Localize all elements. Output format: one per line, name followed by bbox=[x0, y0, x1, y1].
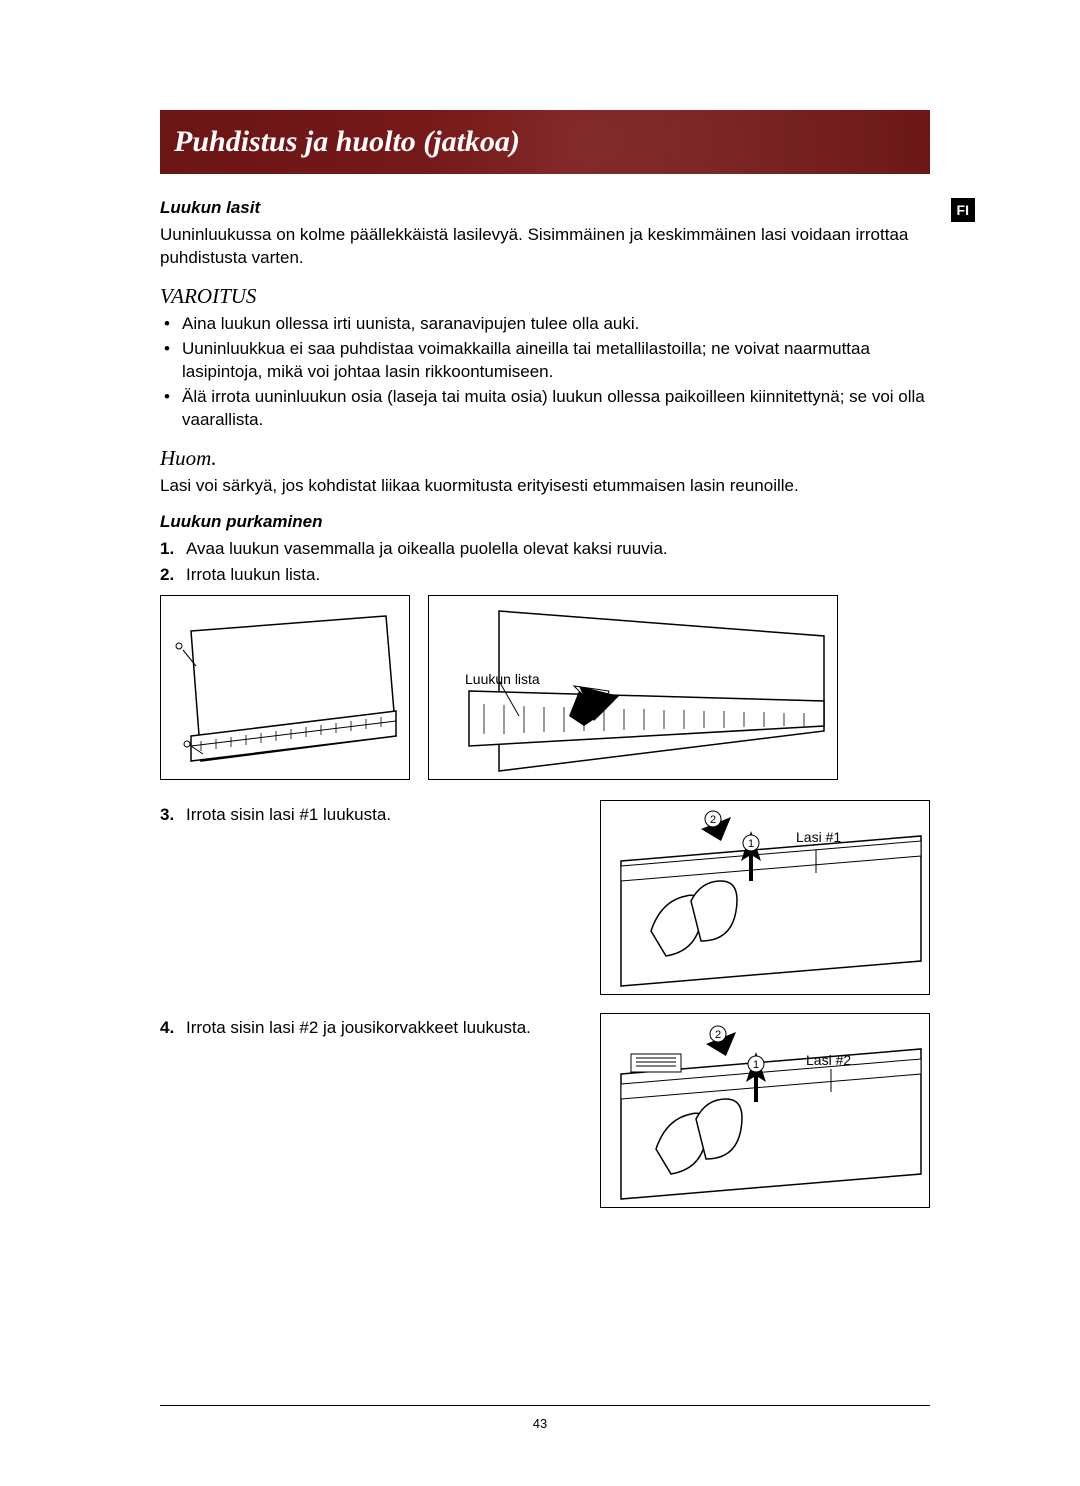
footer-rule bbox=[160, 1405, 930, 1406]
svg-text:2: 2 bbox=[710, 814, 716, 826]
heading-huom: Huom. bbox=[160, 446, 930, 471]
step-text: Irrota sisin lasi #2 ja jousikorvakkeet … bbox=[186, 1018, 531, 1037]
step-4: 4. Irrota sisin lasi #2 ja jousikorvakke… bbox=[160, 1013, 600, 1040]
step-3: 3. Irrota sisin lasi #1 luukusta. bbox=[160, 800, 600, 827]
varoitus-list: Aina luukun ollessa irti uunista, sarana… bbox=[160, 313, 930, 432]
step-text: Avaa luukun vasemmalla ja oikealla puole… bbox=[186, 539, 668, 558]
svg-text:1: 1 bbox=[748, 838, 754, 850]
label-lasi-1: Lasi #1 bbox=[796, 829, 841, 845]
step-4-row: 4. Irrota sisin lasi #2 ja jousikorvakke… bbox=[160, 1013, 930, 1208]
step-1: 1. Avaa luukun vasemmalla ja oikealla pu… bbox=[160, 538, 930, 561]
svg-text:1: 1 bbox=[753, 1059, 759, 1071]
step-number: 3. bbox=[160, 804, 174, 827]
step-number: 4. bbox=[160, 1017, 174, 1040]
varoitus-bullet: Aina luukun ollessa irti uunista, sarana… bbox=[182, 313, 930, 336]
page-title: Puhdistus ja huolto (jatkoa) bbox=[174, 125, 520, 159]
diagram-row-1: Luukun lista bbox=[160, 595, 930, 780]
diagram-2: Luukun lista bbox=[428, 595, 838, 780]
step-number: 1. bbox=[160, 538, 174, 561]
step-3-row: 3. Irrota sisin lasi #1 luukusta. 1 2 bbox=[160, 800, 930, 995]
page-number: 43 bbox=[0, 1416, 1080, 1431]
step-text: Irrota luukun lista. bbox=[186, 565, 320, 584]
diagram-3: 1 2 Lasi #1 bbox=[600, 800, 930, 995]
label-luukun-lista: Luukun lista bbox=[465, 671, 540, 687]
varoitus-bullet: Älä irrota uuninluukun osia (laseja tai … bbox=[182, 386, 930, 432]
heading-varoitus: VAROITUS bbox=[160, 284, 930, 309]
varoitus-bullet: Uuninluukkua ei saa puhdistaa voimakkail… bbox=[182, 338, 930, 384]
step-2: 2. Irrota luukun lista. bbox=[160, 564, 930, 587]
svg-text:2: 2 bbox=[715, 1029, 721, 1041]
diagram-4: 1 2 Lasi #2 bbox=[600, 1013, 930, 1208]
label-lasi-2: Lasi #2 bbox=[806, 1052, 851, 1068]
step-text: Irrota sisin lasi #1 luukusta. bbox=[186, 805, 391, 824]
heading-luukun-lasit: Luukun lasit bbox=[160, 198, 930, 218]
diagram-1 bbox=[160, 595, 410, 780]
heading-purkaminen: Luukun purkaminen bbox=[160, 512, 930, 532]
language-badge: FI bbox=[951, 198, 975, 222]
step-number: 2. bbox=[160, 564, 174, 587]
body-huom: Lasi voi särkyä, jos kohdistat liikaa ku… bbox=[160, 475, 930, 498]
body-luukun-lasit: Uuninluukussa on kolme päällekkäistä las… bbox=[160, 224, 930, 270]
title-banner: Puhdistus ja huolto (jatkoa) bbox=[160, 110, 930, 174]
